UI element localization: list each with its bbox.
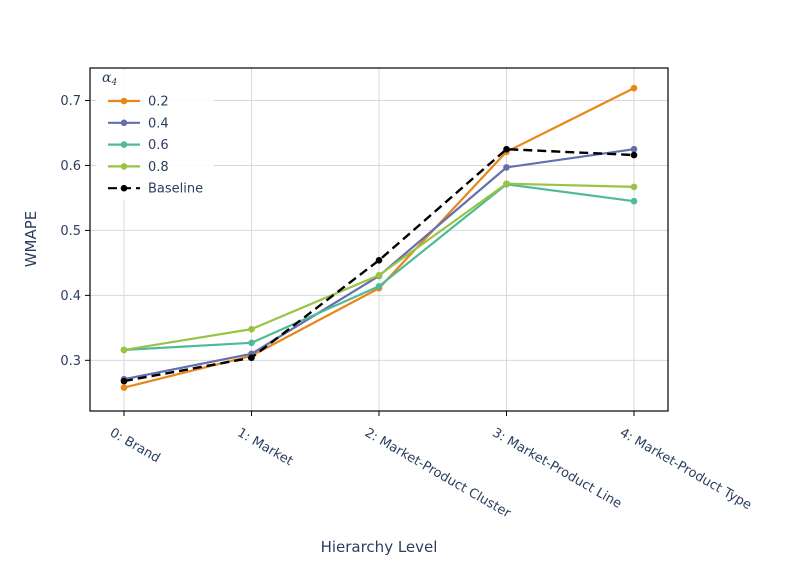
y-axis-title: WMAPE xyxy=(22,211,40,268)
legend-swatch-marker xyxy=(120,184,128,192)
legend-swatch-marker xyxy=(120,163,128,170)
legend-title: α4 xyxy=(102,70,117,88)
y-axis-ticks: 0.3 0.4 0.5 0.6 0.7 xyxy=(60,94,90,369)
data-point xyxy=(630,197,638,205)
legend-label: Baseline xyxy=(148,182,203,197)
legend-title-sub: 4 xyxy=(110,78,117,88)
data-point xyxy=(120,346,128,354)
data-point xyxy=(630,183,638,191)
y-tick-label: 0.7 xyxy=(60,94,81,109)
data-point xyxy=(248,339,255,347)
legend-items: 0.2 0.4 0.6 0.8 Baseline xyxy=(108,95,203,197)
data-point xyxy=(375,256,383,264)
series-baseline xyxy=(120,145,638,385)
legend-item: 0.4 xyxy=(108,116,169,131)
legend: α4 0.2 0.4 0.6 0.8 Baseline xyxy=(96,70,214,200)
legend-item: 0.6 xyxy=(108,138,169,153)
data-point xyxy=(630,151,638,159)
y-tick-label: 0.5 xyxy=(60,224,81,239)
legend-label: 0.2 xyxy=(148,95,169,110)
legend-item: Baseline xyxy=(108,182,203,197)
legend-title-main: α xyxy=(102,70,112,86)
data-point xyxy=(248,354,255,362)
legend-swatch-marker xyxy=(120,97,128,105)
legend-swatch-marker xyxy=(120,119,128,127)
legend-label: 0.8 xyxy=(148,160,169,175)
legend-item: 0.2 xyxy=(108,95,169,110)
series-group xyxy=(120,84,638,391)
y-tick-label: 0.6 xyxy=(60,159,81,174)
data-point xyxy=(503,180,510,187)
legend-label: 0.4 xyxy=(148,116,169,131)
data-point xyxy=(630,84,638,92)
series-line xyxy=(123,148,635,383)
x-axis-title: Hierarchy Level xyxy=(321,538,438,556)
y-tick-label: 0.3 xyxy=(60,354,81,369)
data-point xyxy=(630,145,638,153)
legend-swatch-marker xyxy=(120,141,128,148)
series-0-8 xyxy=(120,180,638,354)
data-point xyxy=(375,282,383,290)
data-point xyxy=(503,164,510,171)
y-tick-label: 0.4 xyxy=(60,289,81,304)
data-point xyxy=(375,271,383,279)
data-point xyxy=(503,145,510,153)
legend-item: 0.8 xyxy=(108,160,169,175)
data-point xyxy=(120,377,128,385)
legend-label: 0.6 xyxy=(148,138,169,153)
legend-background xyxy=(96,70,214,200)
data-point xyxy=(248,325,255,333)
data-point xyxy=(120,384,128,391)
